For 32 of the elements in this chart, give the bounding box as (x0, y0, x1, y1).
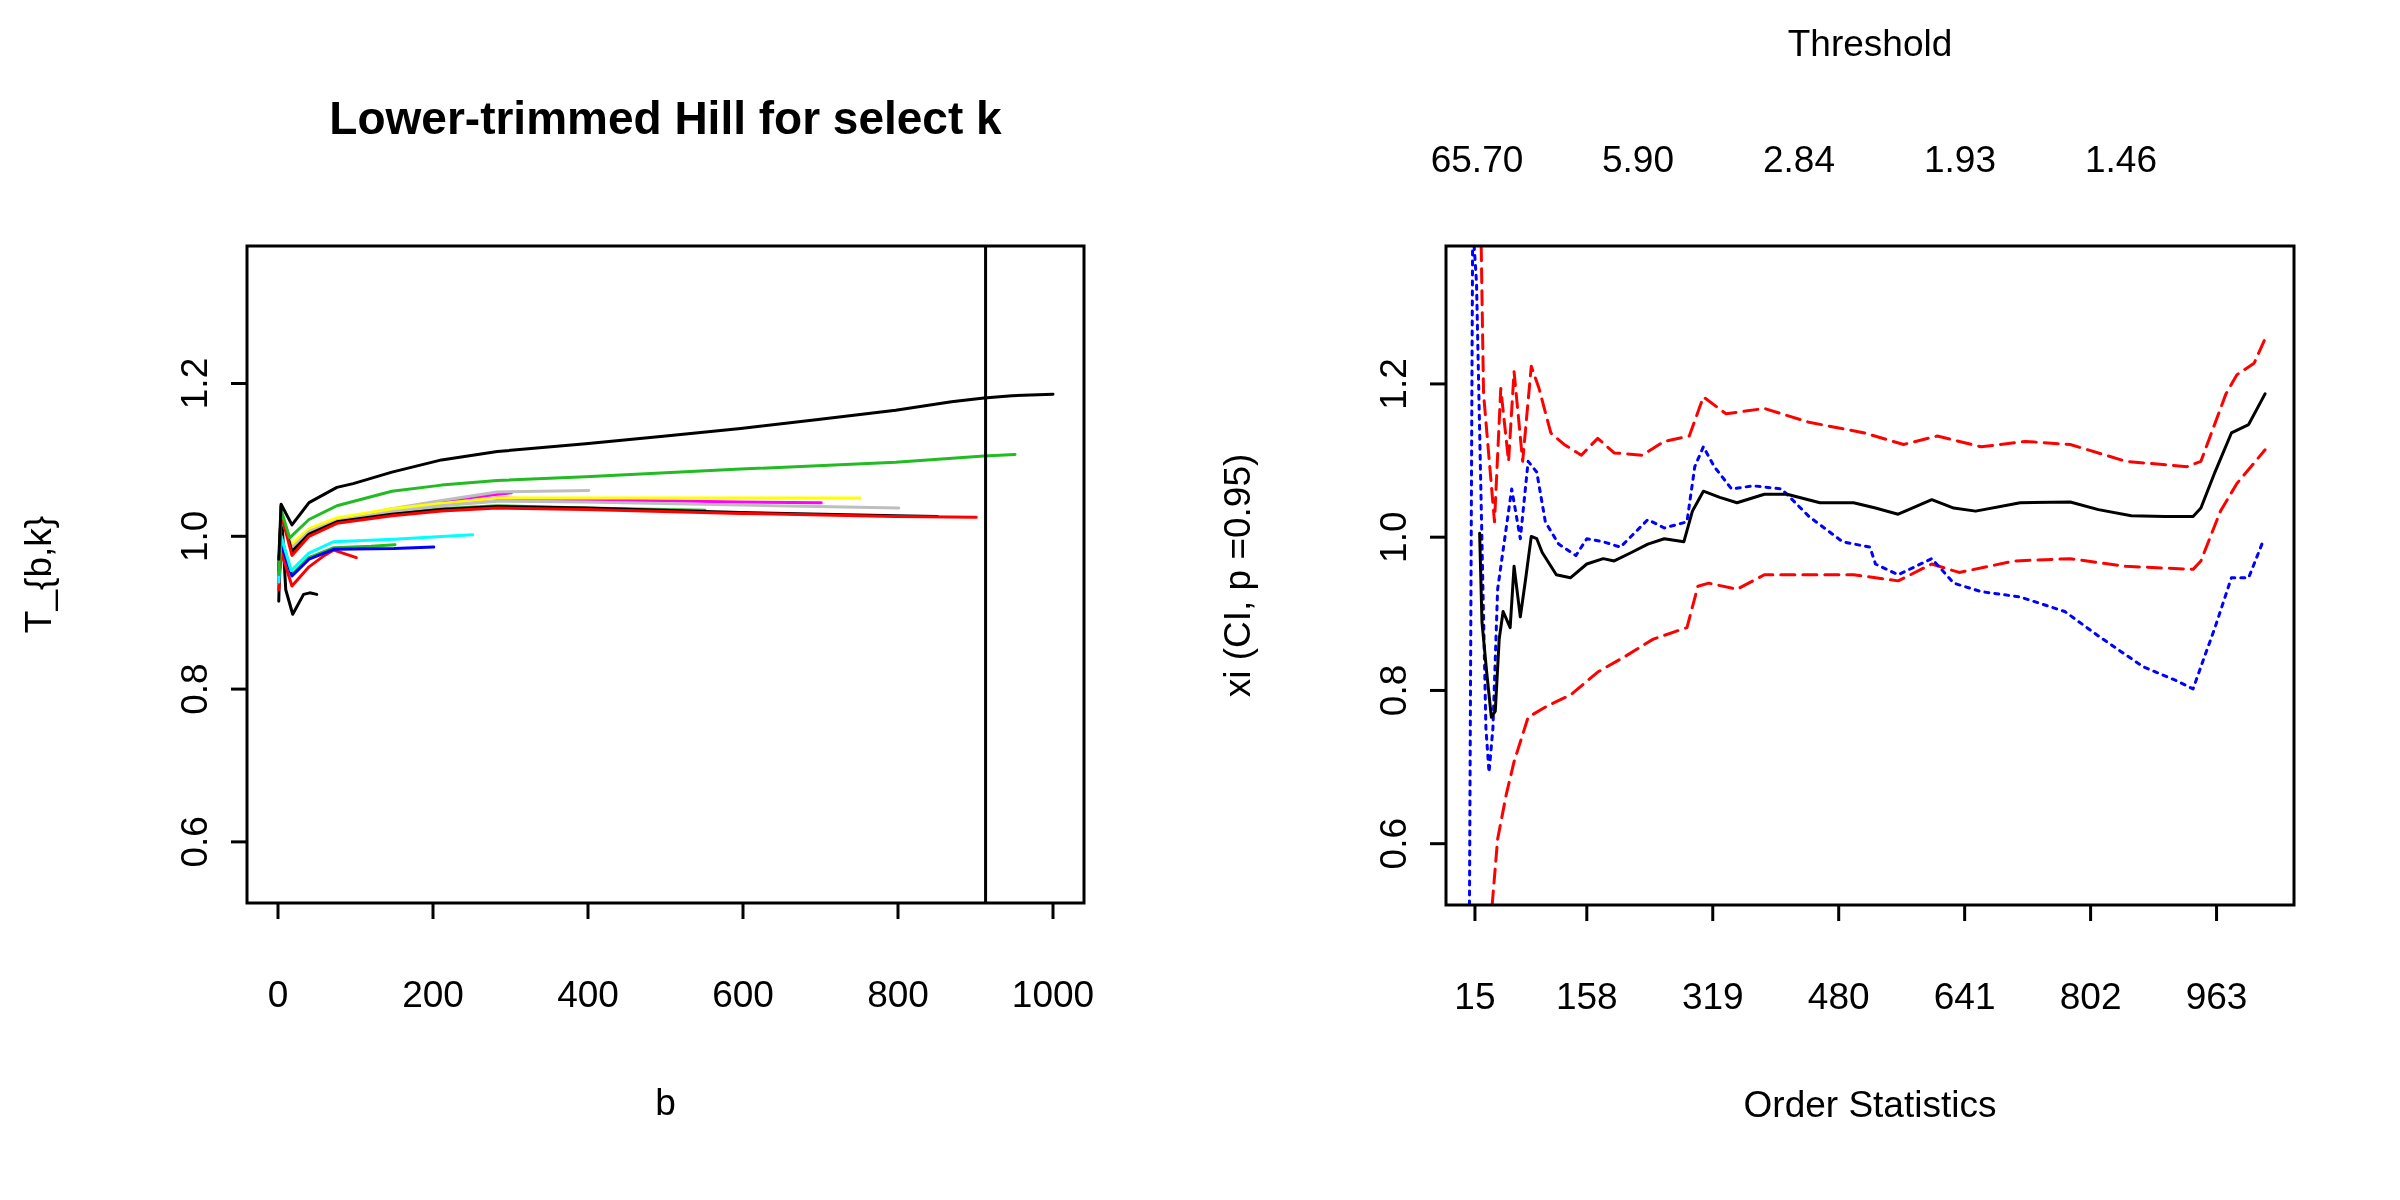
x-tick-label: 963 (2185, 976, 2248, 1017)
x-tick-label: 600 (712, 974, 774, 1015)
y-tick-label: 1.0 (174, 510, 215, 563)
y-tick-label: 1.0 (1373, 511, 1414, 563)
y-tick-label: 1.2 (1373, 358, 1414, 410)
x2-axis-title: Threshold (1787, 23, 1953, 64)
y-tick-label: 0.6 (174, 816, 215, 868)
text: 2.84 (1762, 139, 1836, 180)
y-tick-label: 0.8 (174, 663, 215, 715)
x-tick-label: 319 (1681, 976, 1744, 1017)
x-axis-title: Order Statistics (1743, 1084, 1997, 1125)
x-tick-label: 480 (1807, 976, 1870, 1017)
x-tick-label: 158 (1555, 976, 1618, 1017)
x-tick-label: 800 (867, 974, 929, 1015)
y-axis-title: xi (CI, p =0.95) (1217, 453, 1258, 698)
text: 1.46 (2084, 139, 2158, 180)
text: 5.90 (1601, 139, 1675, 180)
x-tick-label: 641 (1933, 976, 1996, 1017)
x-tick-label: 1000 (1011, 974, 1095, 1015)
y-tick-label: 0.6 (1373, 817, 1414, 870)
x-axis-title: b (655, 1082, 676, 1123)
text: 1.93 (1923, 139, 1997, 180)
chart-title: Lower-trimmed Hill for select k (329, 92, 1003, 144)
y-tick-label: 0.8 (1373, 664, 1414, 717)
x-tick-label: 15 (1454, 976, 1496, 1017)
text: 65.70 (1430, 139, 1524, 180)
y-axis-title: T_{b,k} (18, 515, 59, 634)
x-tick-label: 400 (557, 974, 619, 1015)
x-tick-label: 0 (267, 974, 289, 1015)
y-tick-label: 1.2 (174, 357, 215, 410)
x-tick-label: 802 (2059, 976, 2122, 1017)
x-tick-label: 200 (402, 974, 464, 1015)
